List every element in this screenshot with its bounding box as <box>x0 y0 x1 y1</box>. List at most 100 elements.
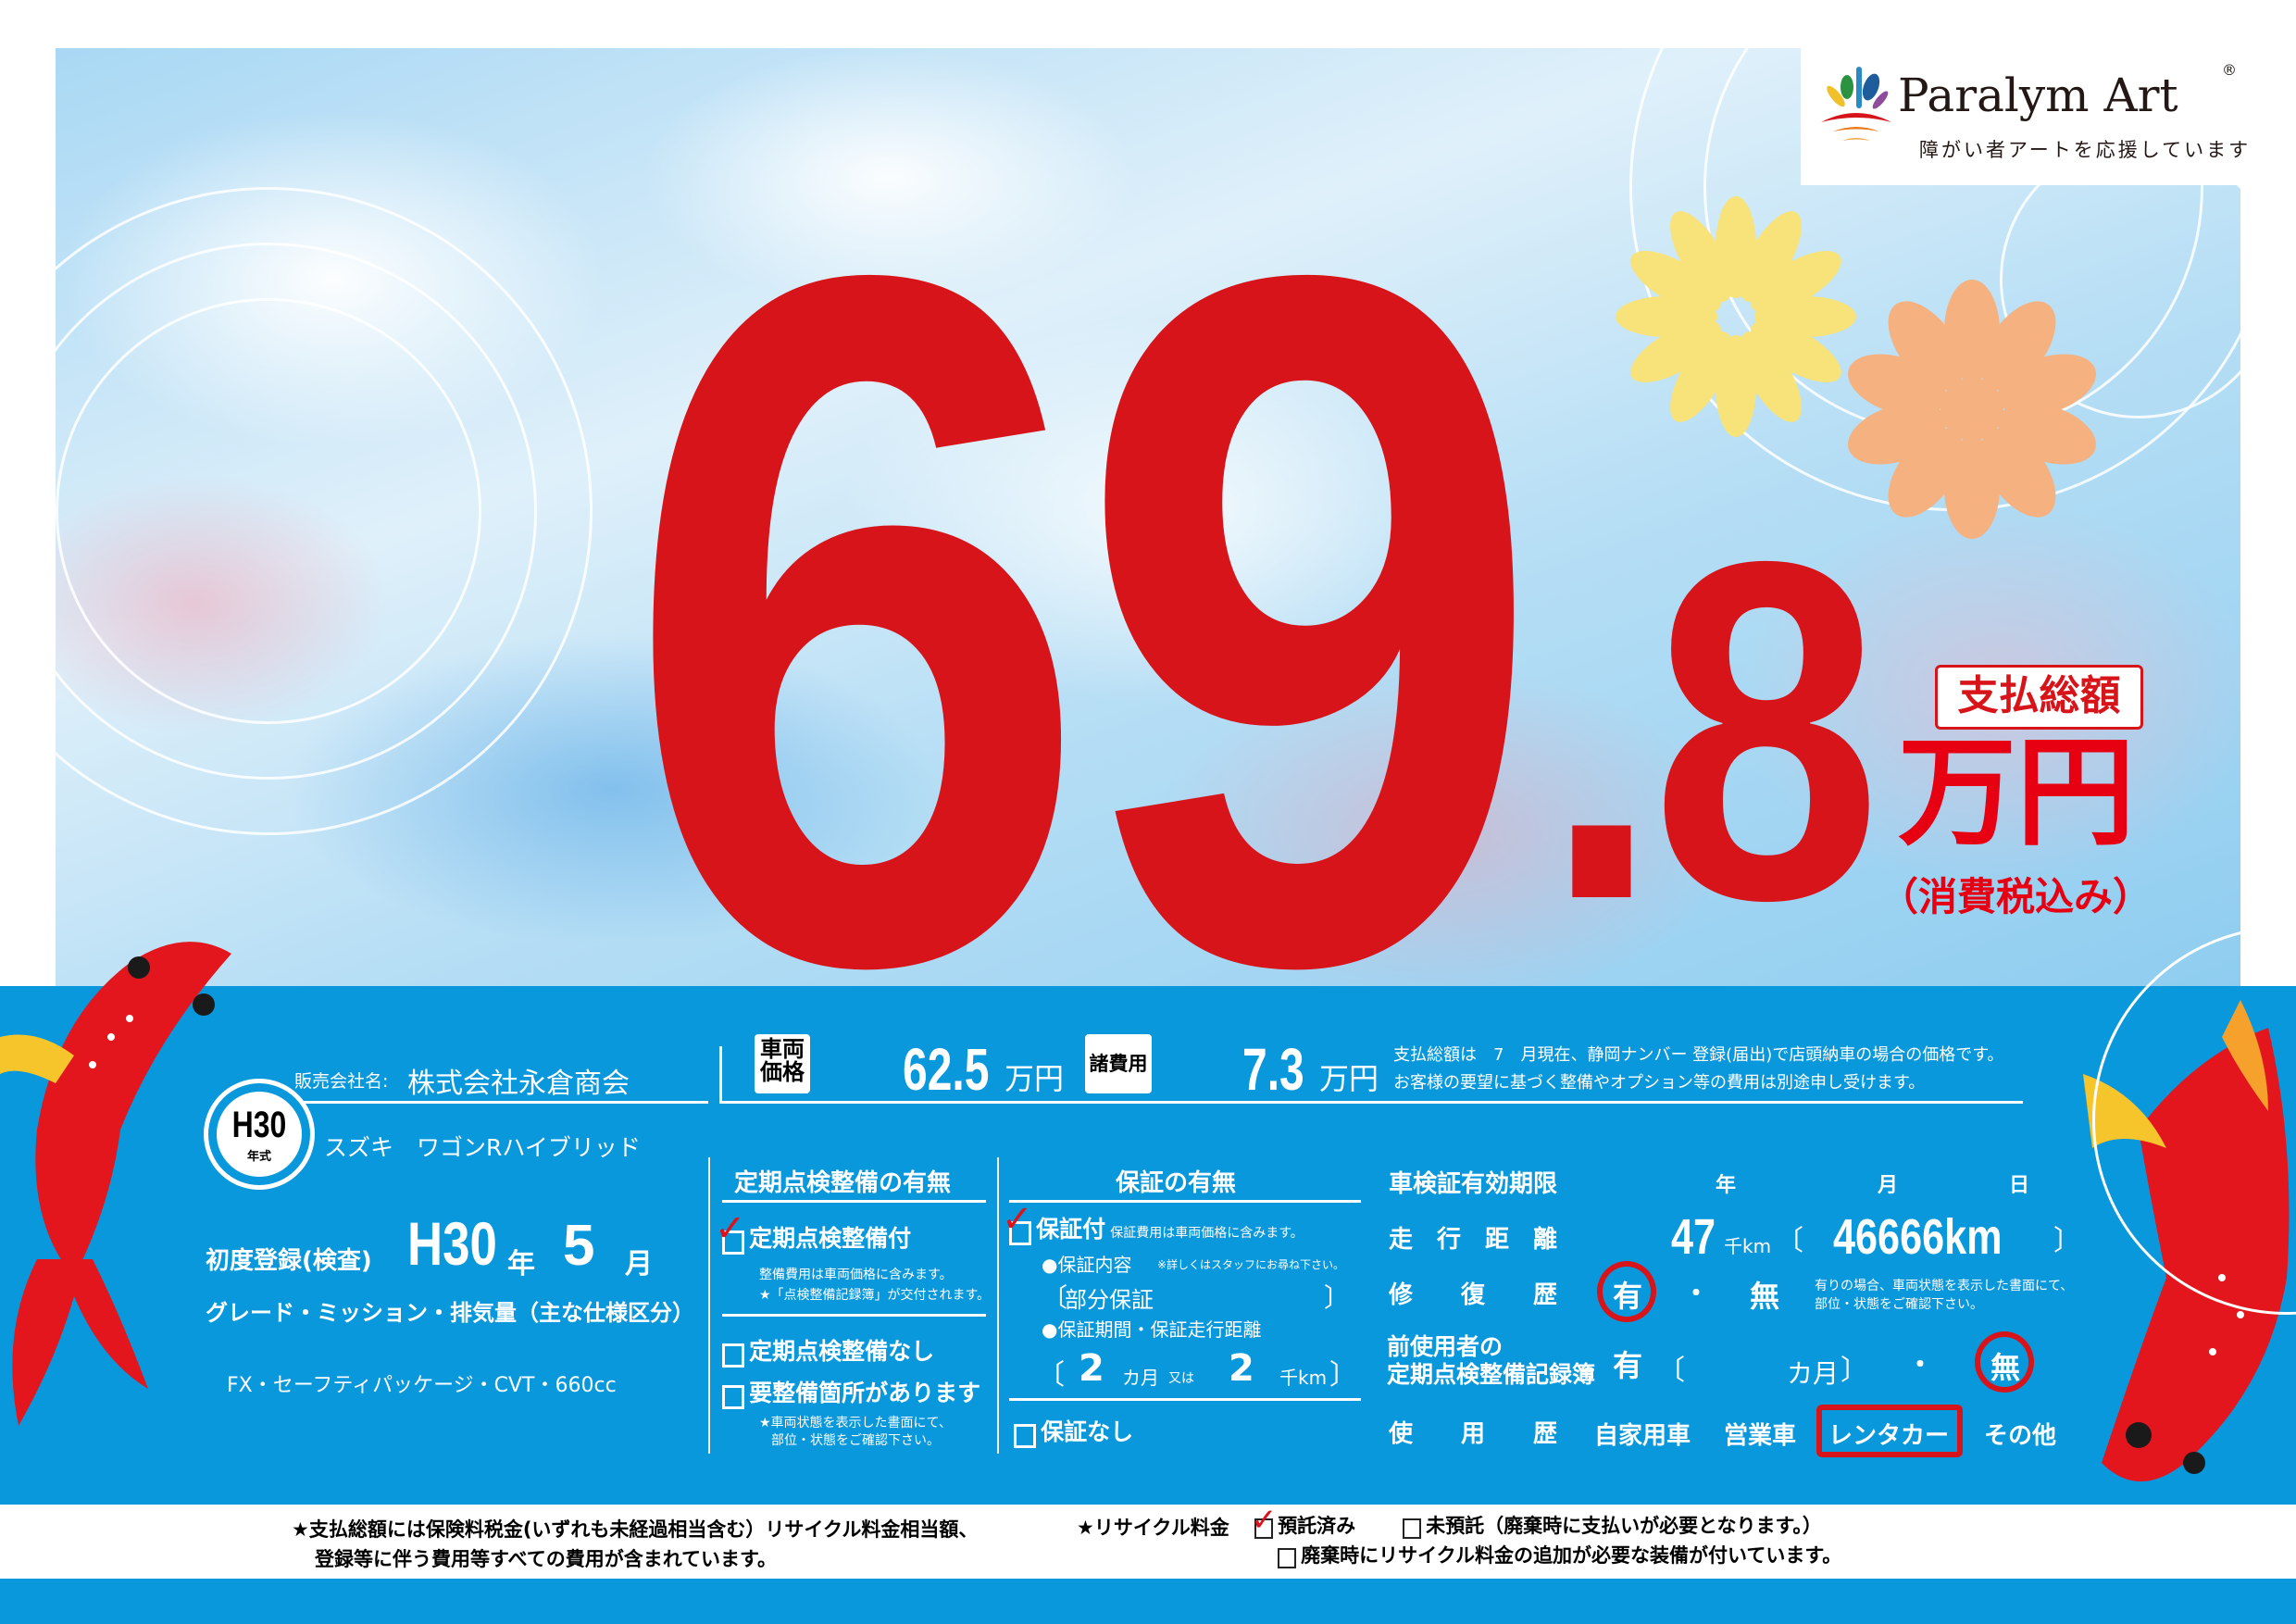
option-label: 要整備箇所があります <box>749 1380 981 1406</box>
background-artwork <box>56 48 2240 986</box>
bracket-open: 〔 <box>1776 1225 1803 1257</box>
usage-label: 使 用 歴 <box>1389 1420 1558 1448</box>
usage-option-commercial[interactable]: 営業車 <box>1724 1422 1797 1450</box>
bracket-close: 〕 <box>1841 1355 1868 1387</box>
prev-record-months-unit: カ月 <box>1787 1358 1840 1389</box>
warranty-option-none[interactable]: 保証なし <box>1014 1414 1133 1448</box>
model-year-badge: H30 年式 <box>204 1079 315 1190</box>
price-unit: 万円 <box>1898 724 2136 862</box>
option-label: 保証付 <box>1036 1216 1106 1243</box>
repair-history-note-1: 有りの場合、車両状態を表示した書面にて、 <box>1815 1279 2074 1293</box>
first-registration-label: 初度登録(検査) <box>206 1247 372 1275</box>
recycle-extra-checkbox[interactable]: 廃棄時にリサイクル料金の追加が必要な装備が付いています。 <box>1278 1541 1841 1568</box>
warranty-with-note: 保証費用は車両価格に含みます。 <box>1110 1226 1304 1241</box>
total-price-label: 支払総額 <box>1935 665 2143 730</box>
warranty-content-value: 部分保証 <box>1065 1287 1154 1313</box>
repair-note-2: 部位・状態をご確認下さい。 <box>771 1433 940 1448</box>
prev-record-label-1: 前使用者の <box>1387 1333 1504 1360</box>
vehicle-price-label: 車両価格 <box>755 1034 810 1093</box>
fees-label: 諸費用 <box>1085 1034 1152 1093</box>
repair-note-1: ★車両状態を表示した書面にて、 <box>759 1416 952 1430</box>
recycle-not-deposited-checkbox[interactable]: 未預託（廃棄時に支払いが必要となります。） <box>1403 1511 1822 1539</box>
month-unit: 月 <box>625 1248 653 1280</box>
bracket-close: 〕 <box>1329 1359 1357 1392</box>
not-deposited-label: 未預託（廃棄時に支払いが必要となります。） <box>1426 1515 1822 1537</box>
bottom-strip <box>0 1579 2296 1624</box>
km-unit: 千km <box>1279 1367 1328 1389</box>
model-year-label: 年式 <box>246 1150 271 1164</box>
goldfish-left-illustration <box>0 942 232 1426</box>
repair-history-yes[interactable]: 有 <box>1613 1279 1643 1314</box>
price-integer: 69 <box>622 71 1545 1168</box>
price-note-1: 支払総額は 7 月現在、静岡ナンバー 登録(届出)で店頭納車の場合の価格です。 <box>1393 1045 2004 1065</box>
selected-circle <box>1975 1331 2034 1393</box>
logo-tagline: 障がい者アートを応援しています <box>1919 139 2252 161</box>
year-unit: 年 <box>507 1248 535 1280</box>
vehicle-price-unit: 万円 <box>1004 1061 1065 1096</box>
shaken-year: 年 <box>1716 1174 1737 1197</box>
paralym-art-logo: Paralym Art ® 障がい者アートを応援しています <box>1801 48 2248 185</box>
total-note-2: 登録等に伴う費用等すべての費用が含まれています。 <box>315 1548 777 1570</box>
selected-box <box>1816 1405 1963 1457</box>
bracket-close: 〕 <box>1324 1282 1351 1313</box>
inspection-note-2: ★「点検整備記録簿」が交付されます。 <box>759 1288 991 1303</box>
price-decimal: .8 <box>1544 462 1881 1000</box>
logo-name: Paralym Art <box>1898 69 2178 122</box>
fees-unit: 万円 <box>1319 1061 1379 1096</box>
prev-record-label-2: 定期点検整備記録簿 <box>1387 1361 1596 1388</box>
separator: ・ <box>1683 1278 1710 1308</box>
repair-history-note-2: 部位・状態をご確認下さい。 <box>1815 1297 1983 1312</box>
inspection-option-with[interactable]: ✓ 定期点検整備付 <box>715 1207 912 1255</box>
prev-record-no[interactable]: 無 <box>1990 1350 2021 1385</box>
dealer-name: 株式会社永倉商会 <box>407 1068 630 1100</box>
tax-included-note: （消費税込み） <box>1879 874 2152 919</box>
repair-history-no[interactable]: 無 <box>1750 1279 1780 1314</box>
vehicle-price-value: 62.5 <box>903 1036 990 1103</box>
bracket-open: 〔 <box>1037 1359 1065 1392</box>
car-name: スズキ ワゴンRハイブリッド <box>324 1134 641 1161</box>
usage-option-private[interactable]: 自家用車 <box>1594 1422 1691 1450</box>
mileage-value: 47 <box>1671 1209 1716 1265</box>
warranty-period-label: ●保証期間・保証走行距離 <box>1042 1318 1262 1341</box>
warranty-months: 2 <box>1079 1347 1104 1390</box>
grade-value: FX・セーフティパッケージ・CVT・660cc <box>227 1374 617 1397</box>
separator: ・ <box>1907 1349 1934 1380</box>
recycle-deposited-checkbox[interactable]: ✓ 預託済み <box>1251 1502 1356 1539</box>
mileage-unit: 千km <box>1724 1235 1772 1257</box>
price-note-2: お客様の要望に基づく整備やオプション等の費用は別途申し受けます。 <box>1393 1073 1926 1093</box>
usage-option-rental[interactable]: レンタカー <box>1828 1422 1950 1450</box>
warranty-option-with[interactable]: ✓ 保証付 保証費用は車両価格に含みます。 <box>1002 1198 1304 1245</box>
option-label: 定期点検整備なし <box>749 1338 935 1365</box>
first-registration-year: H30 <box>407 1209 497 1278</box>
inspection-option-without[interactable]: 定期点検整備なし <box>722 1333 934 1368</box>
fees-value: 7.3 <box>1242 1036 1304 1103</box>
registered-mark: ® <box>2222 61 2237 79</box>
bracket-close: 〕 <box>2053 1225 2081 1257</box>
prev-record-yes[interactable]: 有 <box>1613 1348 1643 1383</box>
deposited-label: 預託済み <box>1278 1515 1356 1537</box>
option-label: 保証なし <box>1041 1418 1134 1445</box>
recycle-label: ★リサイクル料金 <box>1077 1517 1229 1539</box>
or-label: 又は <box>1168 1371 1194 1386</box>
selected-circle <box>1597 1261 1656 1322</box>
usage-option-other[interactable]: その他 <box>1984 1422 2057 1450</box>
inspection-header: 定期点検整備の有無 <box>734 1169 952 1197</box>
shaken-day: 日 <box>2009 1174 2030 1197</box>
inspection-option-needs-repair[interactable]: 要整備箇所があります <box>722 1375 980 1409</box>
warranty-content-note: ※詳しくはスタッフにお尋ね下さい。 <box>1157 1258 1345 1271</box>
bracket-open: 〔 <box>1657 1355 1685 1387</box>
model-year: H30 <box>231 1105 287 1145</box>
warranty-header: 保証の有無 <box>1116 1169 1237 1197</box>
repair-history-label: 修 復 歴 <box>1389 1281 1558 1309</box>
logo-mark-icon <box>1821 67 1891 141</box>
shaken-month: 月 <box>1878 1174 1899 1197</box>
first-registration-month: 5 <box>563 1214 595 1278</box>
mileage-label: 走 行 距 離 <box>1389 1226 1558 1254</box>
bracket-open: 〔 <box>1042 1282 1068 1313</box>
shaken-label: 車検証有効期限 <box>1389 1170 1558 1198</box>
months-unit: カ月 <box>1122 1367 1159 1389</box>
mileage-exact: 46666km <box>1833 1209 2003 1265</box>
warranty-km: 2 <box>1229 1347 1254 1390</box>
option-label: 定期点検整備付 <box>749 1225 912 1252</box>
extra-label: 廃棄時にリサイクル料金の追加が必要な装備が付いています。 <box>1301 1544 1842 1567</box>
